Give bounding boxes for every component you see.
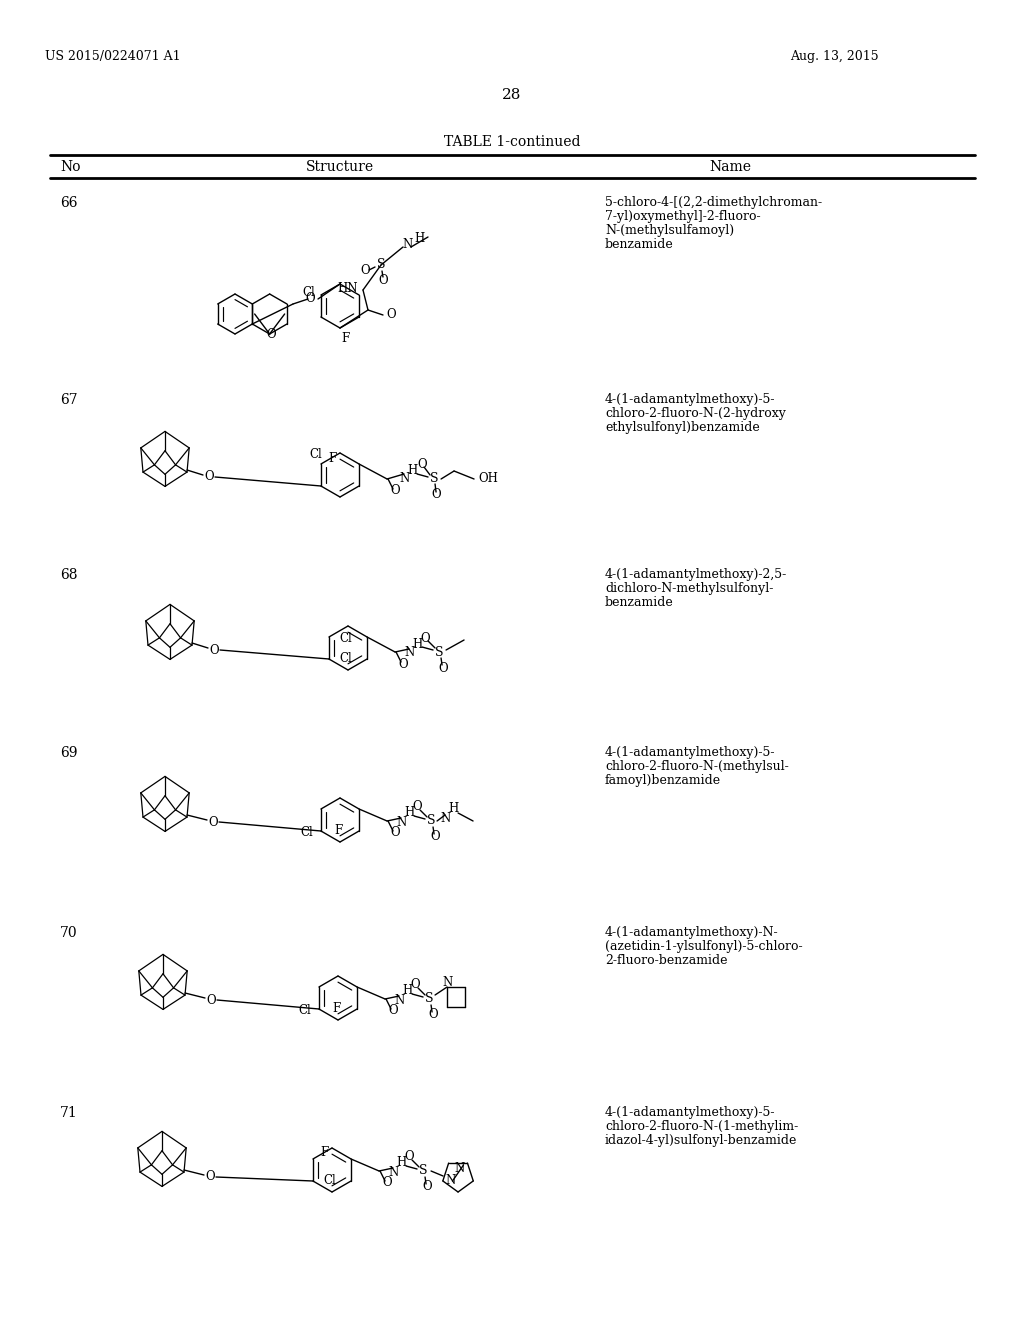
Text: benzamide: benzamide xyxy=(605,238,674,251)
Text: chloro-2-fluoro-N-(1-methylim-: chloro-2-fluoro-N-(1-methylim- xyxy=(605,1119,799,1133)
Text: 71: 71 xyxy=(60,1106,78,1119)
Text: O: O xyxy=(438,661,447,675)
Text: N: N xyxy=(396,816,407,829)
Text: 4-(1-adamantylmethoxy)-5-: 4-(1-adamantylmethoxy)-5- xyxy=(605,746,775,759)
Text: S: S xyxy=(435,645,443,659)
Text: O: O xyxy=(378,275,388,288)
Text: No: No xyxy=(60,160,81,174)
Text: O: O xyxy=(431,488,441,502)
Text: 5-chloro-4-[(2,2-dimethylchroman-: 5-chloro-4-[(2,2-dimethylchroman- xyxy=(605,195,822,209)
Text: (azetidin-1-ylsulfonyl)-5-chloro-: (azetidin-1-ylsulfonyl)-5-chloro- xyxy=(605,940,803,953)
Text: O: O xyxy=(208,816,218,829)
Text: chloro-2-fluoro-N-(2-hydroxy: chloro-2-fluoro-N-(2-hydroxy xyxy=(605,407,785,420)
Text: O: O xyxy=(398,657,408,671)
Text: famoyl)benzamide: famoyl)benzamide xyxy=(605,774,721,787)
Text: N: N xyxy=(455,1162,465,1175)
Text: F: F xyxy=(328,451,336,465)
Text: S: S xyxy=(377,259,385,272)
Text: Cl: Cl xyxy=(340,652,352,664)
Text: O: O xyxy=(382,1176,392,1189)
Text: 4-(1-adamantylmethoxy)-5-: 4-(1-adamantylmethoxy)-5- xyxy=(605,1106,775,1119)
Text: idazol-4-yl)sulfonyl-benzamide: idazol-4-yl)sulfonyl-benzamide xyxy=(605,1134,798,1147)
Text: O: O xyxy=(411,978,420,991)
Text: Structure: Structure xyxy=(306,160,374,174)
Text: Cl: Cl xyxy=(301,826,313,840)
Text: H: H xyxy=(407,465,417,478)
Text: 70: 70 xyxy=(60,927,78,940)
Text: 67: 67 xyxy=(60,393,78,407)
Text: dichloro-N-methylsulfonyl-: dichloro-N-methylsulfonyl- xyxy=(605,582,773,595)
Text: chloro-2-fluoro-N-(methylsul-: chloro-2-fluoro-N-(methylsul- xyxy=(605,760,788,774)
Text: O: O xyxy=(430,830,440,843)
Text: O: O xyxy=(390,484,399,498)
Text: O: O xyxy=(420,631,430,644)
Text: F: F xyxy=(341,331,349,345)
Text: O: O xyxy=(204,470,214,483)
Text: 2-fluoro-benzamide: 2-fluoro-benzamide xyxy=(605,954,727,968)
Text: Name: Name xyxy=(709,160,751,174)
Text: 66: 66 xyxy=(60,195,78,210)
Text: 68: 68 xyxy=(60,568,78,582)
Text: N: N xyxy=(394,994,404,1006)
Text: TABLE 1-continued: TABLE 1-continued xyxy=(443,135,581,149)
Text: Cl: Cl xyxy=(302,285,315,298)
Text: benzamide: benzamide xyxy=(605,597,674,609)
Text: N: N xyxy=(399,473,410,486)
Text: S: S xyxy=(430,473,438,486)
Text: H: H xyxy=(402,985,413,998)
Text: ethylsulfonyl)benzamide: ethylsulfonyl)benzamide xyxy=(605,421,760,434)
Text: 4-(1-adamantylmethoxy)-N-: 4-(1-adamantylmethoxy)-N- xyxy=(605,927,778,939)
Text: S: S xyxy=(425,993,433,1006)
Text: F: F xyxy=(334,824,342,837)
Text: N: N xyxy=(388,1166,398,1179)
Text: O: O xyxy=(206,994,216,1006)
Text: OH: OH xyxy=(478,473,498,486)
Text: O: O xyxy=(428,1008,438,1022)
Text: H: H xyxy=(396,1156,407,1170)
Text: H: H xyxy=(403,807,414,820)
Text: N: N xyxy=(440,812,451,825)
Text: O: O xyxy=(413,800,422,813)
Text: US 2015/0224071 A1: US 2015/0224071 A1 xyxy=(45,50,180,63)
Text: N: N xyxy=(402,239,413,252)
Text: N-(methylsulfamoyl): N-(methylsulfamoyl) xyxy=(605,224,734,238)
Text: F: F xyxy=(332,1002,340,1015)
Text: 69: 69 xyxy=(60,746,78,760)
Text: N: N xyxy=(403,647,414,660)
Text: Cl: Cl xyxy=(340,631,352,644)
Text: H: H xyxy=(414,232,424,246)
Text: O: O xyxy=(205,1171,215,1184)
Text: O: O xyxy=(209,644,219,656)
Text: 4-(1-adamantylmethoxy)-2,5-: 4-(1-adamantylmethoxy)-2,5- xyxy=(605,568,787,581)
Text: Cl: Cl xyxy=(324,1173,336,1187)
Text: O: O xyxy=(305,293,314,305)
Text: H: H xyxy=(447,803,458,816)
Text: O: O xyxy=(422,1180,432,1193)
Text: Cl: Cl xyxy=(309,447,323,461)
Text: O: O xyxy=(267,327,276,341)
Text: O: O xyxy=(386,309,396,322)
Text: O: O xyxy=(390,826,399,840)
Text: O: O xyxy=(404,1151,414,1163)
Text: Aug. 13, 2015: Aug. 13, 2015 xyxy=(790,50,879,63)
Text: 7-yl)oxymethyl]-2-fluoro-: 7-yl)oxymethyl]-2-fluoro- xyxy=(605,210,761,223)
Text: O: O xyxy=(417,458,427,470)
Text: S: S xyxy=(419,1164,427,1177)
Text: S: S xyxy=(427,814,435,828)
Text: O: O xyxy=(388,1005,398,1018)
Text: F: F xyxy=(319,1147,328,1159)
Text: O: O xyxy=(360,264,370,276)
Text: 28: 28 xyxy=(503,88,521,102)
Text: N: N xyxy=(442,975,453,989)
Text: Cl: Cl xyxy=(299,1005,311,1018)
Text: 4-(1-adamantylmethoxy)-5-: 4-(1-adamantylmethoxy)-5- xyxy=(605,393,775,407)
Text: HN: HN xyxy=(338,281,358,294)
Text: H: H xyxy=(412,638,422,651)
Text: N: N xyxy=(445,1175,456,1188)
